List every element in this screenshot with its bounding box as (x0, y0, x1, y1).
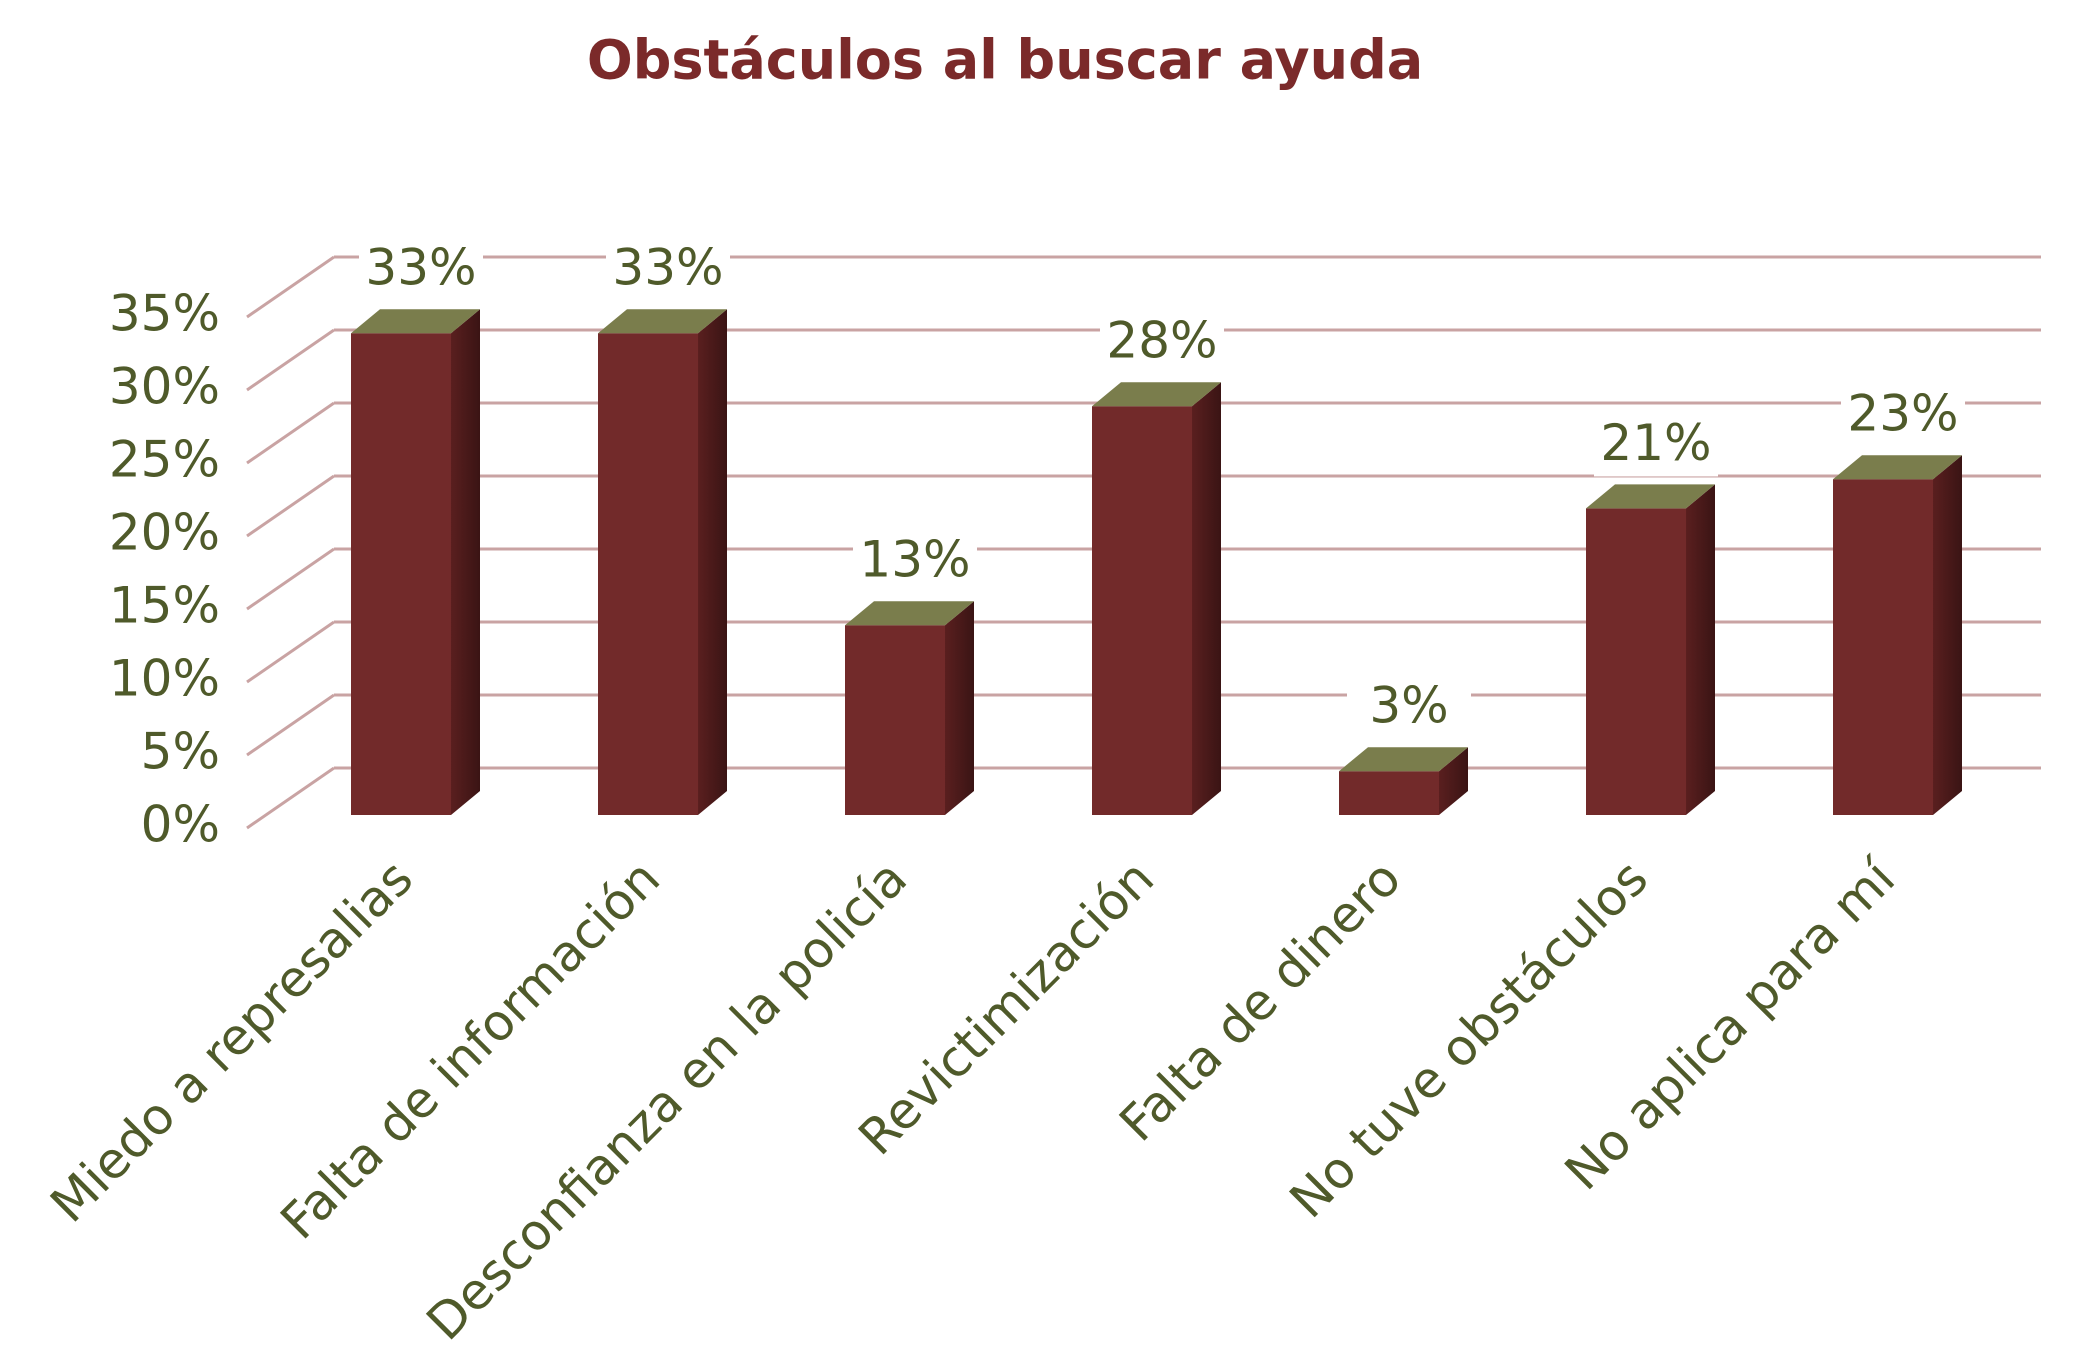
value-label: 28% (1106, 312, 1217, 370)
x-tick-label: Desconfianza en la policía (416, 849, 918, 1351)
value-label: 23% (1847, 385, 1958, 443)
value-label: 33% (612, 239, 723, 297)
grid-line-side (246, 474, 335, 538)
y-tick-label: 25% (109, 431, 220, 489)
label-background (1347, 679, 1471, 740)
value-label: 33% (365, 239, 476, 297)
bar-top (1586, 484, 1715, 509)
y-tick-label: 15% (109, 577, 220, 635)
bar-top (1833, 455, 1962, 480)
bar-front (845, 625, 945, 815)
bar-side (451, 309, 480, 815)
grid-line-side (246, 547, 335, 611)
chart-title: Obstáculos al buscar ayuda (587, 29, 1423, 92)
bar-front (1586, 508, 1686, 815)
bar-front (1092, 406, 1192, 815)
label-background (1100, 314, 1224, 375)
bar (1339, 747, 1468, 815)
label-background (853, 533, 977, 594)
bar-top (1092, 382, 1221, 407)
bar-top (598, 309, 727, 334)
bar (1092, 382, 1221, 815)
grid-line-side (246, 401, 335, 465)
bar-top (845, 601, 974, 626)
y-tick-label: 10% (109, 650, 220, 708)
grid-line-side (246, 620, 335, 684)
value-label: 3% (1369, 677, 1448, 735)
value-label: 21% (1600, 414, 1711, 472)
bar (845, 601, 974, 815)
bar-side (1439, 747, 1468, 815)
bar-side (945, 601, 974, 815)
bar-top (1339, 747, 1468, 772)
bar-top (351, 309, 480, 334)
label-background (1594, 416, 1718, 477)
bar-front (1339, 771, 1439, 815)
bar (598, 309, 727, 815)
grid-line-side (246, 693, 335, 757)
bar-side (1686, 484, 1715, 815)
label-background (606, 241, 730, 302)
bar-side (1192, 382, 1221, 815)
grid-line-side (246, 328, 335, 392)
bar-front (1833, 479, 1933, 815)
label-background (359, 241, 483, 302)
bar-side (1933, 455, 1962, 815)
bar-front (351, 333, 451, 815)
y-tick-label: 0% (141, 796, 220, 854)
y-tick-label: 20% (109, 504, 220, 562)
label-background (1841, 387, 1965, 448)
value-label: 13% (859, 531, 970, 589)
bar-side (698, 309, 727, 815)
y-tick-label: 30% (109, 358, 220, 416)
bar (1586, 484, 1715, 815)
grid-line-side (246, 255, 335, 319)
y-tick-label: 35% (109, 285, 220, 343)
bar (1833, 455, 1962, 815)
bar-front (598, 333, 698, 815)
y-tick-label: 5% (141, 723, 220, 781)
grid-line-side (246, 766, 335, 830)
bar (351, 309, 480, 815)
